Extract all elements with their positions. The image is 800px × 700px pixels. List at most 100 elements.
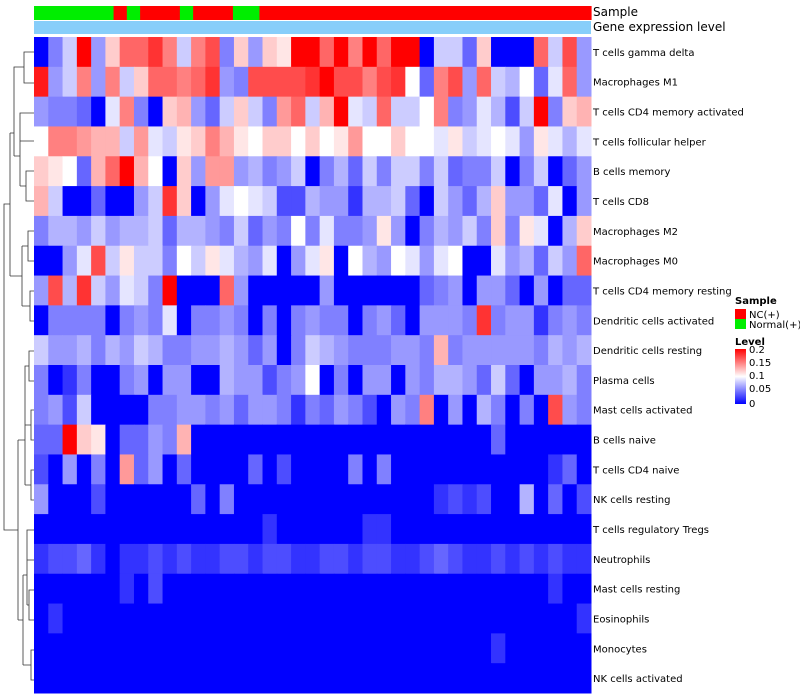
heatmap-cell (276, 454, 292, 485)
heatmap-cell (219, 275, 235, 306)
heatmap-cell (219, 663, 235, 694)
heatmap-cell (219, 484, 235, 515)
heatmap-cell (333, 454, 349, 485)
heatmap-cell (519, 126, 535, 157)
heatmap-cell (91, 156, 106, 187)
heatmap-cell (348, 126, 363, 157)
heatmap-cell (419, 573, 435, 605)
heatmap-cell (276, 245, 292, 277)
heatmap-cell (119, 543, 135, 575)
heatmap-cell (205, 245, 221, 277)
heatmap-cell (105, 663, 121, 694)
heatmap-cell (176, 454, 192, 485)
heatmap-cell (91, 275, 106, 306)
heatmap-cell (119, 66, 135, 98)
heatmap-cell (405, 37, 421, 68)
heatmap-cell (333, 37, 349, 68)
heatmap-cell (133, 37, 149, 68)
heatmap-cell (305, 66, 321, 98)
heatmap-cell (505, 126, 521, 157)
heatmap-cell (276, 573, 292, 605)
heatmap-cell (319, 126, 335, 157)
heatmap-cell (333, 156, 349, 187)
row-label: Mast cells activated (593, 406, 692, 417)
heatmap-cell (362, 335, 378, 366)
heatmap-cell (291, 603, 306, 634)
heatmap-cell (162, 573, 178, 605)
heatmap-cell (62, 186, 78, 217)
heatmap-cell (576, 484, 592, 515)
heatmap-cell (62, 454, 78, 485)
sample-annotation-cell (365, 6, 380, 20)
heatmap-cell (348, 365, 363, 396)
heatmap-cell (576, 514, 592, 545)
heatmap-cell (433, 275, 449, 306)
heatmap-cell (505, 215, 521, 247)
heatmap-cell (119, 573, 135, 605)
heatmap-cell (291, 245, 306, 277)
heatmap-cell (476, 186, 492, 217)
heatmap-cell (548, 633, 563, 664)
heatmap-cell (48, 305, 64, 336)
heatmap-cell (548, 66, 563, 98)
heatmap-cell (319, 37, 335, 68)
heatmap-cell (176, 275, 192, 306)
heatmap-cell (76, 424, 92, 455)
heatmap-cell (105, 514, 121, 545)
heatmap-cell (348, 603, 363, 634)
heatmap-cell (391, 335, 406, 366)
heatmap-cell (133, 394, 149, 426)
dendrogram-branches (3, 51, 34, 681)
heatmap-cell (233, 275, 249, 306)
heatmap-cell (105, 573, 121, 605)
heatmap-cell (476, 514, 492, 545)
legend-nc-swatch (735, 309, 746, 319)
heatmap-cell (533, 126, 549, 157)
heatmap-cell (362, 66, 378, 98)
heatmap-cell (133, 186, 149, 217)
heatmap-cell (548, 543, 563, 575)
heatmap-cell (176, 603, 192, 634)
heatmap-cell (148, 365, 164, 396)
heatmap-cell (176, 543, 192, 575)
heatmap-cell (48, 126, 64, 157)
heatmap-cell (319, 335, 335, 366)
heatmap-cell (362, 37, 378, 68)
heatmap-cell (333, 215, 349, 247)
heatmap-cell (348, 484, 363, 515)
heatmap-cell (48, 573, 64, 605)
heatmap-cell (348, 215, 363, 247)
heatmap-cell (91, 126, 106, 157)
row-label: B cells memory (593, 167, 670, 178)
heatmap-cell (233, 365, 249, 396)
heatmap-cell (34, 126, 49, 157)
heatmap-cell (248, 186, 264, 217)
heatmap-cell (48, 66, 64, 98)
heatmap-cell (262, 335, 278, 366)
heatmap-cell (548, 484, 563, 515)
heatmap-cell (362, 424, 378, 455)
heatmap-cell (448, 245, 463, 277)
legend-level-tick: 0.05 (749, 384, 771, 395)
heatmap-cell (462, 335, 478, 366)
heatmap-cell (505, 186, 521, 217)
heatmap-cell (391, 424, 406, 455)
heatmap-cell (133, 215, 149, 247)
heatmap-cell (76, 37, 92, 68)
heatmap-cell (562, 633, 578, 664)
heatmap-cell (248, 484, 264, 515)
heatmap-cell (448, 424, 463, 455)
heatmap-cell (305, 424, 321, 455)
heatmap-cell (505, 156, 521, 187)
heatmap-cell (262, 186, 278, 217)
sample-annotation-cell (47, 6, 62, 20)
heatmap-cell (233, 573, 249, 605)
heatmap-cell (91, 245, 106, 277)
heatmap-cell (105, 215, 121, 247)
heatmap-cell (433, 514, 449, 545)
heatmap-cell (105, 454, 121, 485)
heatmap-cell (348, 245, 363, 277)
heatmap-cell (348, 305, 363, 336)
heatmap-cell (476, 484, 492, 515)
heatmap-cell (219, 365, 235, 396)
